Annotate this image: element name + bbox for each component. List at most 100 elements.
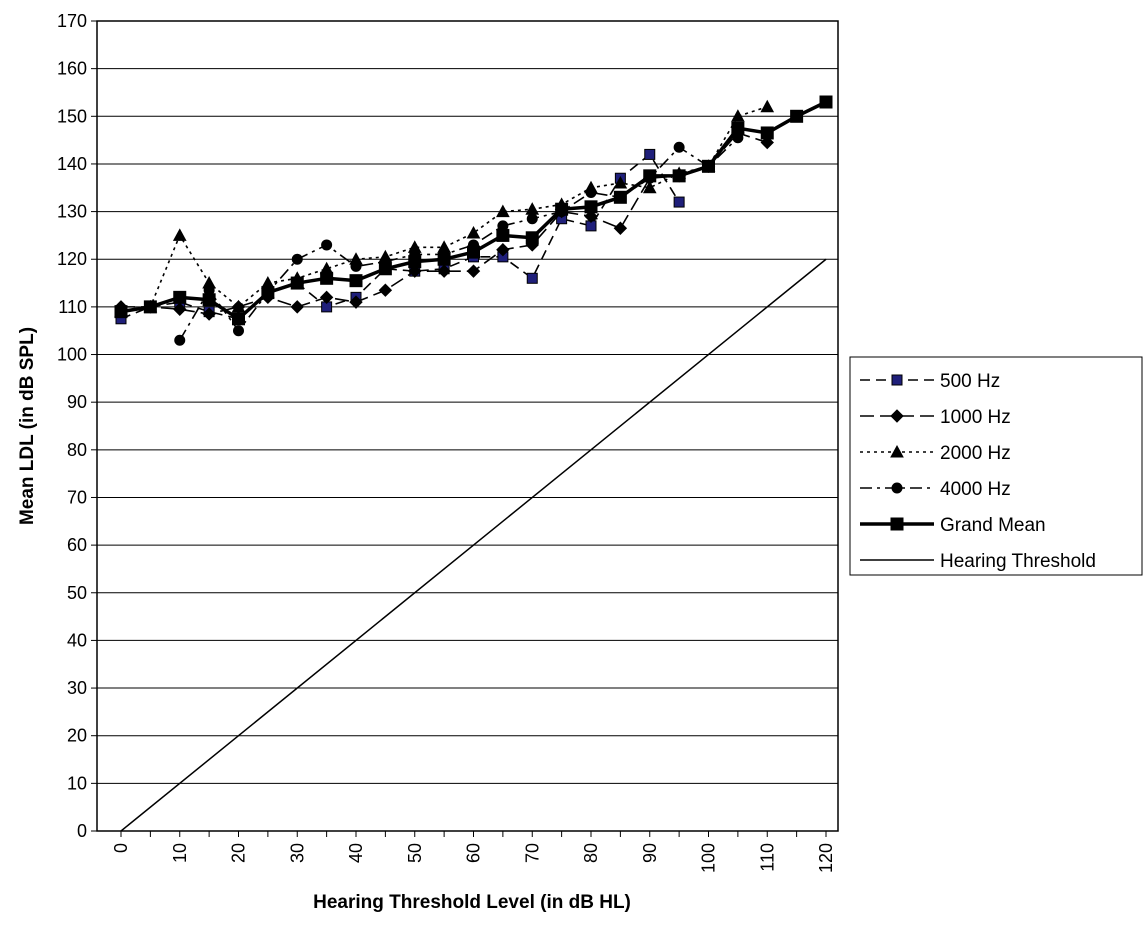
data-point (290, 300, 304, 314)
data-point (891, 482, 903, 494)
data-point (437, 264, 451, 278)
y-tick-label: 60 (67, 535, 87, 555)
x-tick-label: 80 (581, 843, 601, 863)
legend-label: 1000 Hz (940, 407, 1011, 428)
data-point (890, 517, 904, 531)
data-point (613, 190, 627, 204)
data-point (321, 239, 333, 251)
data-point (525, 202, 540, 215)
x-tick-label: 120 (816, 843, 836, 873)
y-tick-label: 80 (67, 440, 87, 460)
y-tick-label: 120 (57, 249, 87, 269)
data-point (349, 274, 363, 288)
data-point (173, 290, 187, 304)
data-point (672, 169, 686, 183)
legend-entry-1000-hz: 1000 Hz (860, 407, 1011, 428)
data-point (496, 228, 510, 242)
series-2000-hz (114, 99, 775, 318)
legend-label: Hearing Threshold (940, 551, 1096, 572)
data-point (174, 334, 186, 346)
data-point (408, 255, 422, 269)
data-point (644, 148, 656, 160)
data-point (378, 262, 392, 276)
data-point (231, 299, 246, 313)
data-point (760, 99, 775, 113)
series-line (120, 106, 768, 313)
legend-box (849, 356, 1143, 576)
data-point (466, 225, 481, 239)
data-point (408, 264, 422, 278)
y-tick-label: 50 (67, 583, 87, 603)
series-line (120, 100, 827, 321)
series-lines (114, 95, 833, 832)
data-point (673, 196, 685, 208)
data-point (643, 169, 657, 183)
data-point (320, 271, 334, 285)
data-point (819, 95, 833, 109)
data-point (890, 444, 904, 458)
data-point (291, 253, 303, 265)
data-point (642, 180, 657, 194)
y-tick-label: 20 (67, 726, 87, 746)
data-point (350, 260, 362, 272)
legend-label: Grand Mean (940, 515, 1046, 536)
data-point (467, 245, 480, 259)
y-tick-label: 70 (67, 487, 87, 507)
legend-label: 500 Hz (940, 371, 1000, 392)
y-tick-label: 0 (77, 821, 87, 841)
data-point (437, 252, 451, 266)
data-point (673, 141, 685, 153)
x-tick-label: 110 (757, 843, 777, 872)
x-tick-label: 60 (464, 843, 484, 863)
data-point (526, 213, 538, 225)
x-tick-label: 100 (699, 843, 719, 873)
y-tick-label: 90 (67, 392, 87, 412)
data-point (613, 175, 628, 189)
data-point (613, 221, 628, 235)
data-point (290, 276, 304, 290)
series-line (120, 258, 827, 832)
x-axis-title: Hearing Threshold Level (in dB HL) (313, 892, 631, 913)
y-tick-label: 140 (57, 154, 87, 174)
data-point (173, 302, 187, 316)
data-point (172, 228, 187, 241)
data-point (891, 374, 903, 386)
y-tick-label: 40 (67, 630, 87, 650)
data-point (555, 202, 569, 216)
y-tick-label: 150 (57, 106, 87, 126)
legend-entry-hearing-threshold: Hearing Threshold (860, 551, 1096, 572)
data-point (890, 409, 904, 423)
data-point (114, 305, 128, 319)
series-hearing-threshold (120, 258, 827, 832)
x-tick-label: 50 (405, 843, 425, 863)
series-grand-mean (114, 95, 833, 326)
x-tick-label: 10 (170, 843, 190, 863)
y-axis: 0 10 20 30 40 50 60 70 80 90 100 110 120 130 140 150 160… (57, 11, 97, 841)
data-point (731, 109, 745, 122)
legend-entry-500-hz: 500 Hz (860, 371, 1000, 392)
y-tick-label: 100 (57, 345, 87, 365)
data-point (466, 264, 481, 278)
legend-entry-4000-hz: 4000 Hz (860, 479, 1011, 500)
data-point (143, 300, 157, 314)
data-point (496, 204, 510, 218)
data-point (349, 295, 363, 309)
data-point (496, 242, 510, 257)
legend-items: 500 Hz 1000 Hz 2000 Hz 4000 Hz Grand Mean Hea… (860, 371, 1096, 572)
data-point (378, 283, 393, 297)
legend-label: 4000 Hz (940, 479, 1011, 500)
series-line (121, 132, 768, 315)
legend-entry-2000-hz: 2000 Hz (860, 443, 1011, 464)
y-tick-label: 110 (58, 297, 87, 317)
y-tick-label: 170 (57, 11, 87, 31)
data-point (584, 200, 598, 214)
data-point (202, 307, 216, 321)
y-tick-label: 10 (67, 773, 87, 793)
x-tick-label: 90 (640, 843, 660, 863)
data-point (790, 109, 804, 123)
x-tick-label: 0 (111, 843, 131, 853)
legend-label: 2000 Hz (940, 443, 1011, 464)
data-point (585, 187, 597, 199)
data-point (232, 312, 245, 326)
